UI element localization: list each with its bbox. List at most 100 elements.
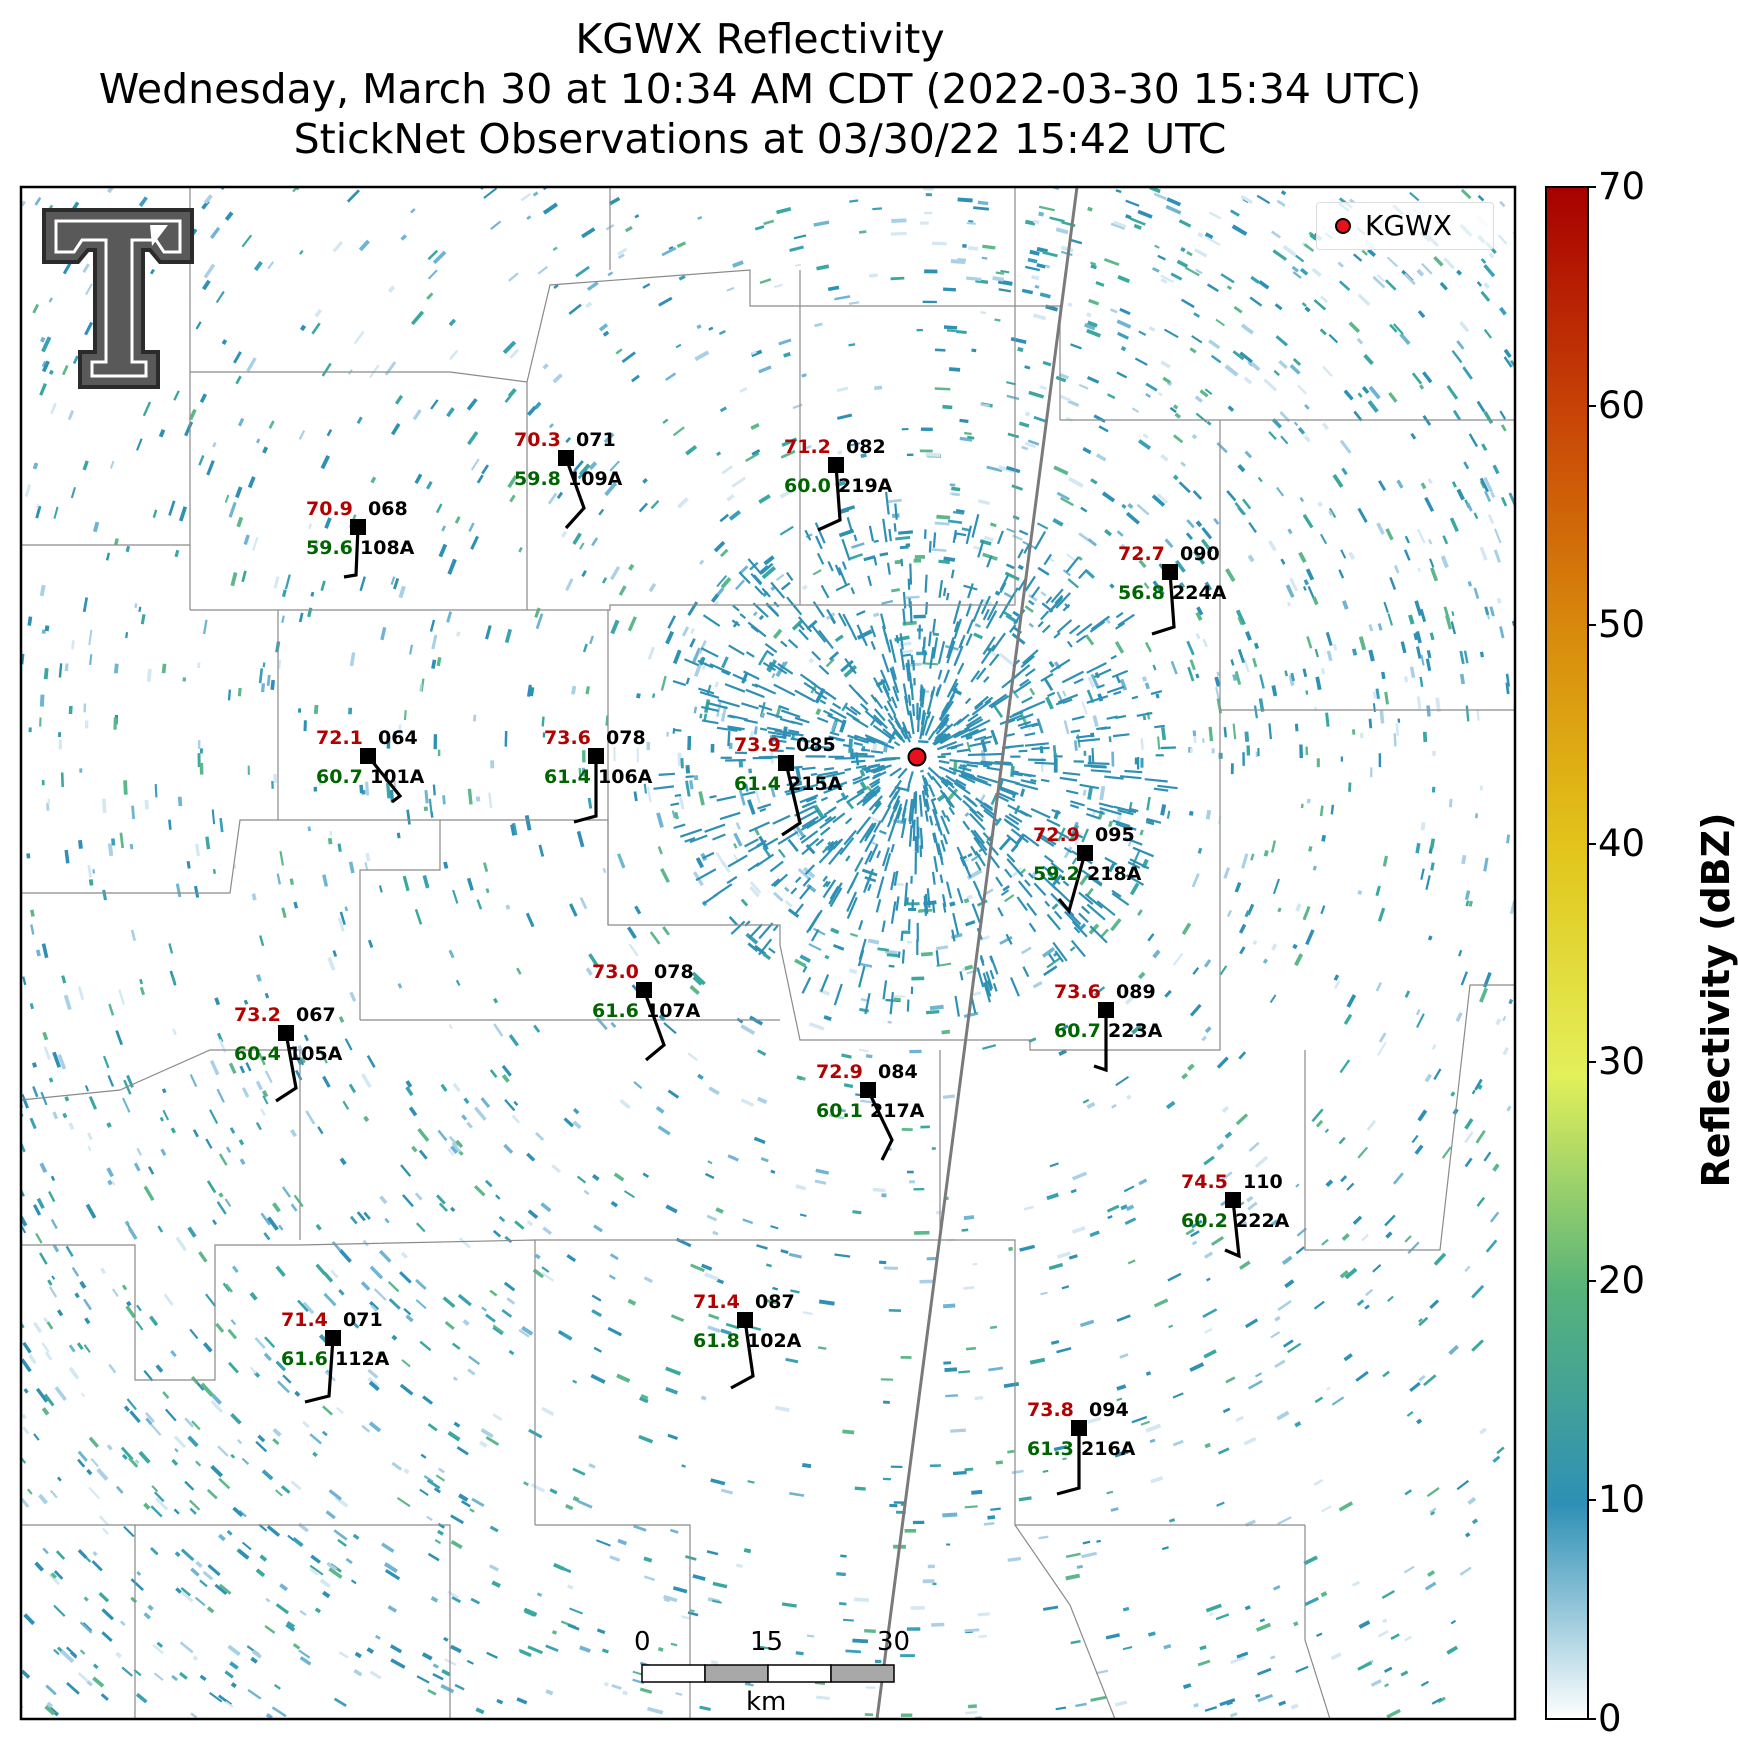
- station-marker: [636, 982, 652, 998]
- wind-barb: [1224, 1199, 1241, 1259]
- station-id: 223A: [1108, 1020, 1163, 1042]
- station-temperature: 71.4: [281, 1309, 328, 1331]
- station-dewpoint: 61.6: [592, 1000, 639, 1022]
- scale-bar: [641, 1664, 895, 1683]
- station-temperature: 72.9: [816, 1061, 863, 1083]
- station-temperature: 73.9: [734, 734, 781, 756]
- station-id: 219A: [838, 475, 893, 497]
- title-line-3: StickNet Observations at 03/30/22 15:42 …: [293, 115, 1227, 163]
- station-marker: [1225, 1192, 1241, 1208]
- station-dewpoint: 60.1: [816, 1100, 863, 1122]
- station-wind-direction: 071: [576, 429, 616, 451]
- station-plot-219A: 71.2 082 60.0 219A: [784, 436, 893, 532]
- station-dewpoint: 59.2: [1033, 863, 1080, 885]
- wind-barb: [573, 756, 598, 824]
- station-marker: [1162, 564, 1178, 580]
- wind-barb: [1093, 1010, 1108, 1073]
- wind-barb: [564, 457, 586, 530]
- station-dewpoint: 61.3: [1027, 1438, 1074, 1460]
- station-dewpoint: 60.7: [1054, 1020, 1101, 1042]
- station-temperature: 73.8: [1027, 1399, 1074, 1421]
- station-wind-direction: 087: [755, 1291, 795, 1313]
- station-plot-217A: 72.9 084 60.1 217A: [816, 1061, 925, 1161]
- station-wind-direction: 094: [1089, 1399, 1129, 1421]
- station-temperature: 71.2: [784, 436, 831, 458]
- station-temperature: 71.4: [693, 1291, 740, 1313]
- wind-barb: [642, 989, 666, 1062]
- colorbar-label: Reflectivity (dBZ): [1694, 812, 1738, 1188]
- reflectivity-echoes: [21, 187, 1515, 1719]
- title-line-2: Wednesday, March 30 at 10:34 AM CDT (202…: [98, 65, 1422, 113]
- station-id: 102A: [747, 1330, 802, 1352]
- station-marker: [350, 519, 366, 535]
- station-wind-direction: 068: [368, 498, 408, 520]
- colorbar-tick-50: 50: [1598, 603, 1646, 646]
- station-temperature: 70.9: [306, 498, 353, 520]
- station-marker: [360, 748, 376, 764]
- colorbar-tick-30: 30: [1598, 1040, 1646, 1083]
- station-plot-216A: 73.8 094 61.3 216A: [1027, 1399, 1136, 1496]
- station-marker: [588, 748, 604, 764]
- station-temperature: 73.6: [1054, 981, 1101, 1003]
- station-temperature: 73.2: [234, 1004, 281, 1026]
- station-id: 105A: [288, 1043, 343, 1065]
- station-plot-101A: 72.1 064 60.7 101A: [316, 727, 425, 804]
- station-id: 215A: [788, 773, 843, 795]
- station-plot-218A: 72.9 095 59.2 218A: [1033, 824, 1142, 915]
- colorbar-tick-60: 60: [1598, 384, 1646, 427]
- station-wind-direction: 090: [1180, 543, 1220, 565]
- legend: KGWX: [1316, 202, 1494, 250]
- station-id: 108A: [360, 537, 415, 559]
- scale-unit: km: [746, 1687, 787, 1717]
- station-plot-102A: 71.4 087 61.8 102A: [693, 1291, 802, 1390]
- scale-tick-0: 0: [634, 1627, 651, 1657]
- station-dewpoint: 61.4: [734, 773, 781, 795]
- scale-tick-15: 15: [750, 1627, 784, 1657]
- station-plot-223A: 73.6 089 60.7 223A: [1054, 981, 1163, 1073]
- station-plot-224A: 72.7 090 56.8 224A: [1118, 543, 1227, 636]
- station-wind-direction: 084: [878, 1061, 918, 1083]
- station-temperature: 70.3: [514, 429, 561, 451]
- wind-barb: [366, 755, 403, 804]
- station-dewpoint: 61.4: [544, 766, 591, 788]
- station-temperature: 74.5: [1181, 1171, 1228, 1193]
- colorbar-tick-70: 70: [1598, 165, 1646, 208]
- wind-barb: [730, 1319, 755, 1390]
- station-dewpoint: 60.4: [234, 1043, 281, 1065]
- title-line-1: KGWX Reflectivity: [575, 15, 945, 63]
- colorbar-tick-10: 10: [1598, 1478, 1646, 1521]
- station-dewpoint: 61.6: [281, 1348, 328, 1370]
- wind-barb: [343, 526, 360, 579]
- station-id: 217A: [870, 1100, 925, 1122]
- station-id: 101A: [370, 766, 425, 788]
- station-dewpoint: 61.8: [693, 1330, 740, 1352]
- station-wind-direction: 064: [378, 727, 418, 749]
- station-dewpoint: 59.6: [306, 537, 353, 559]
- station-marker: [860, 1082, 876, 1098]
- station-wind-direction: 089: [1116, 981, 1156, 1003]
- station-id: 222A: [1235, 1210, 1290, 1232]
- station-id: 218A: [1087, 863, 1142, 885]
- station-dewpoint: 60.2: [1181, 1210, 1228, 1232]
- station-temperature: 72.7: [1118, 543, 1165, 565]
- station-wind-direction: 078: [654, 961, 694, 983]
- station-dewpoint: 60.7: [316, 766, 363, 788]
- wind-barb: [1151, 571, 1176, 636]
- station-id: 109A: [568, 468, 623, 490]
- scale-tick-30: 30: [877, 1627, 911, 1657]
- station-marker: [325, 1330, 341, 1346]
- wind-barb: [866, 1089, 894, 1161]
- station-temperature: 72.9: [1033, 824, 1080, 846]
- station-id: 106A: [598, 766, 653, 788]
- station-marker: [737, 1312, 753, 1328]
- colorbar-tick-0: 0: [1598, 1697, 1622, 1740]
- station-marker: [1071, 1420, 1087, 1436]
- station-marker: [558, 450, 574, 466]
- colorbar-tick-20: 20: [1598, 1259, 1646, 1302]
- station-marker: [1098, 1002, 1114, 1018]
- station-plot-106A: 73.6 078 61.4 106A: [544, 727, 653, 824]
- station-marker: [278, 1025, 294, 1041]
- station-wind-direction: 082: [846, 436, 886, 458]
- station-id: 224A: [1172, 582, 1227, 604]
- station-temperature: 73.0: [592, 961, 639, 983]
